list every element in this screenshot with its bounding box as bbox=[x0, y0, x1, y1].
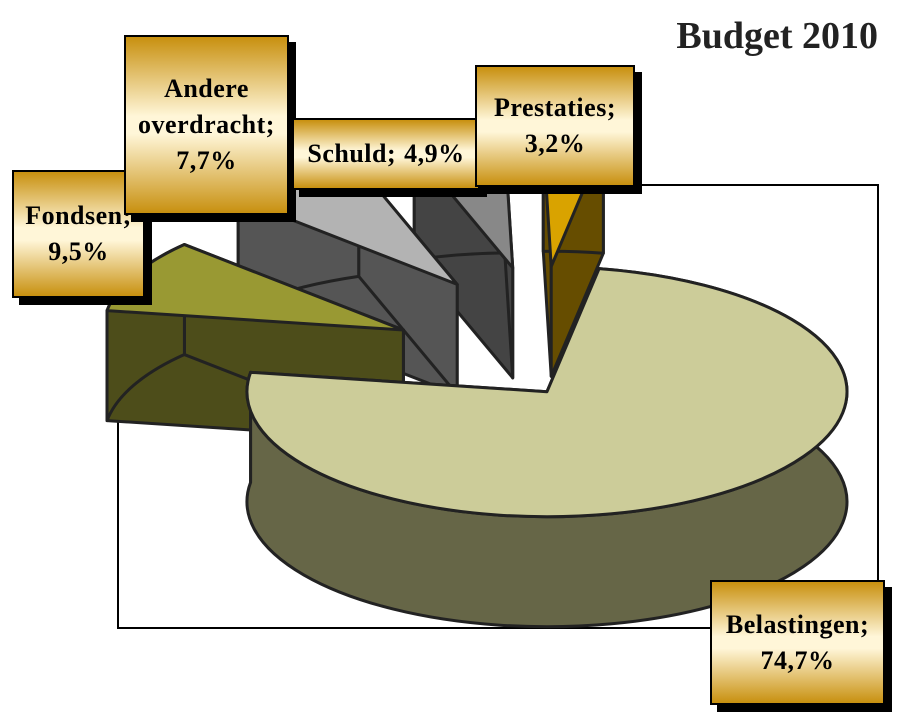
value-label: 9,5% bbox=[48, 237, 109, 266]
label-line: Fondsen; bbox=[25, 198, 132, 234]
value-label: 3,2% bbox=[524, 129, 586, 158]
label-line: Belastingen; bbox=[726, 607, 869, 643]
slice bbox=[245, 267, 849, 629]
label-separator: ; bbox=[122, 201, 132, 230]
category-label: Prestaties bbox=[494, 93, 607, 122]
value-label: 74,7% bbox=[760, 645, 835, 675]
value-label: 4,9% bbox=[404, 139, 465, 168]
label-line: Schuld; bbox=[307, 136, 396, 172]
data-label: Schuld; 4,9% bbox=[292, 118, 480, 190]
label-line: Prestaties; bbox=[494, 90, 616, 126]
data-label: Belastingen; 74,7% bbox=[710, 580, 885, 705]
label-separator: ; bbox=[606, 93, 616, 122]
label-separator: ; bbox=[265, 110, 275, 139]
value-label: 7,7% bbox=[176, 146, 237, 175]
label-separator: ; bbox=[859, 609, 870, 639]
data-label: Andere overdracht; 7,7% bbox=[124, 35, 289, 215]
category-label: Belastingen bbox=[725, 609, 860, 639]
chart-title: Budget 2010 bbox=[676, 15, 878, 57]
data-label: Fondsen; 9,5% bbox=[12, 170, 145, 298]
category-label: Andere overdracht bbox=[138, 74, 266, 139]
category-label: Fondsen bbox=[25, 201, 123, 230]
category-label: Schuld bbox=[307, 139, 387, 168]
data-label: Prestaties; 3,2% bbox=[475, 65, 635, 187]
slice-top bbox=[245, 267, 849, 519]
label-line: Andere overdracht; bbox=[126, 71, 287, 143]
label-separator: ; bbox=[386, 139, 397, 168]
